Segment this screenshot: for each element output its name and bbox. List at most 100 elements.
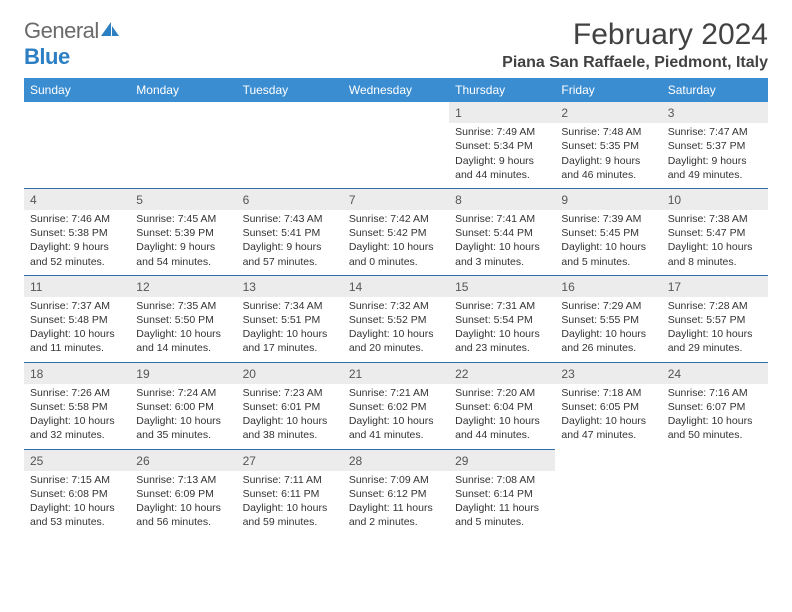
day-details: Sunrise: 7:16 AMSunset: 6:07 PMDaylight:… <box>662 384 768 449</box>
sunrise-line: Sunrise: 7:35 AM <box>136 300 216 312</box>
sunrise-line: Sunrise: 7:38 AM <box>668 213 748 225</box>
day-number: 5 <box>130 189 236 210</box>
day-number: 18 <box>24 363 130 384</box>
calendar-day-cell: 27Sunrise: 7:11 AMSunset: 6:11 PMDayligh… <box>237 449 343 535</box>
day-details: Sunrise: 7:47 AMSunset: 5:37 PMDaylight:… <box>662 123 768 188</box>
daylight-line: Daylight: 9 hours and 49 minutes. <box>668 155 747 181</box>
title-block: February 2024 Piana San Raffaele, Piedmo… <box>502 18 768 72</box>
sunrise-line: Sunrise: 7:24 AM <box>136 387 216 399</box>
sunrise-line: Sunrise: 7:49 AM <box>455 126 535 138</box>
day-number: 16 <box>555 276 661 297</box>
day-number: 11 <box>24 276 130 297</box>
calendar-day-cell: 23Sunrise: 7:18 AMSunset: 6:05 PMDayligh… <box>555 362 661 449</box>
daylight-line: Daylight: 10 hours and 23 minutes. <box>455 328 540 354</box>
weekday-header: Monday <box>130 78 236 102</box>
daylight-line: Daylight: 10 hours and 29 minutes. <box>668 328 753 354</box>
weekday-header: Friday <box>555 78 661 102</box>
calendar-day-cell <box>662 449 768 535</box>
day-details: Sunrise: 7:08 AM Sunset: 6:14 PM Daylight:… <box>449 471 555 536</box>
daylight-line: Daylight: 11 hours and 5 minutes. <box>455 502 539 528</box>
brand-part2: Blue <box>24 44 70 69</box>
sunset-line: Sunset: 5:58 PM <box>30 401 108 413</box>
day-number: 2 <box>555 102 661 123</box>
sunset-line: Sunset: 6:14 PM <box>455 488 533 500</box>
sunrise-line: Sunrise: 7:41 AM <box>455 213 535 225</box>
sunset-line: Sunset: 6:12 PM <box>349 488 427 500</box>
sunrise-line: Sunrise: 7:47 AM <box>668 126 748 138</box>
day-number: 7 <box>343 189 449 210</box>
day-details: Sunrise: 7:28 AMSunset: 5:57 PMDaylight:… <box>662 297 768 362</box>
day-number: 12 <box>130 276 236 297</box>
sunset-line: Sunset: 5:50 PM <box>136 314 214 326</box>
calendar-week-row: 1Sunrise: 7:49 AMSunset: 5:34 PMDaylight… <box>24 102 768 188</box>
day-details: Sunrise: 7:41 AMSunset: 5:44 PMDaylight:… <box>449 210 555 275</box>
sunset-line: Sunset: 5:57 PM <box>668 314 746 326</box>
sunrise-line: Sunrise: 7:45 AM <box>136 213 216 225</box>
daylight-line: Daylight: 9 hours and 46 minutes. <box>561 155 640 181</box>
weekday-header: Sunday <box>24 78 130 102</box>
day-details: Sunrise: 7:46 AMSunset: 5:38 PMDaylight:… <box>24 210 130 275</box>
calendar-week-row: 18Sunrise: 7:26 AMSunset: 5:58 PMDayligh… <box>24 362 768 449</box>
calendar-day-cell: 16Sunrise: 7:29 AMSunset: 5:55 PMDayligh… <box>555 275 661 362</box>
daylight-line: Daylight: 10 hours and 17 minutes. <box>243 328 328 354</box>
calendar-day-cell: 22Sunrise: 7:20 AMSunset: 6:04 PMDayligh… <box>449 362 555 449</box>
calendar-day-cell: 6Sunrise: 7:43 AMSunset: 5:41 PMDaylight… <box>237 188 343 275</box>
sunset-line: Sunset: 5:38 PM <box>30 227 108 239</box>
day-number: 6 <box>237 189 343 210</box>
calendar-day-cell: 7Sunrise: 7:42 AMSunset: 5:42 PMDaylight… <box>343 188 449 275</box>
day-number: 1 <box>449 102 555 123</box>
sunrise-line: Sunrise: 7:20 AM <box>455 387 535 399</box>
calendar-day-cell: 26Sunrise: 7:13 AMSunset: 6:09 PMDayligh… <box>130 449 236 535</box>
day-number: 24 <box>662 363 768 384</box>
sunset-line: Sunset: 5:45 PM <box>561 227 639 239</box>
sunset-line: Sunset: 6:05 PM <box>561 401 639 413</box>
brand-part1: General <box>24 18 99 43</box>
day-details: Sunrise: 7:24 AM Sunset: 6:00 PM Daylight:… <box>130 384 236 449</box>
sunrise-line: Sunrise: 7:46 AM <box>30 213 110 225</box>
calendar-day-cell: 18Sunrise: 7:26 AMSunset: 5:58 PMDayligh… <box>24 362 130 449</box>
sunrise-line: Sunrise: 7:08 AM <box>455 474 535 486</box>
day-number: 23 <box>555 363 661 384</box>
day-details: Sunrise: 7:26 AMSunset: 5:58 PMDaylight:… <box>24 384 130 449</box>
sunset-line: Sunset: 5:42 PM <box>349 227 427 239</box>
calendar-day-cell <box>130 102 236 188</box>
sunrise-line: Sunrise: 7:42 AM <box>349 213 429 225</box>
day-number: 19 <box>130 363 236 384</box>
day-number: 15 <box>449 276 555 297</box>
day-number: 21 <box>343 363 449 384</box>
day-number: 4 <box>24 189 130 210</box>
day-number: 14 <box>343 276 449 297</box>
calendar-day-cell: 20Sunrise: 7:23 AMSunset: 6:01 PMDayligh… <box>237 362 343 449</box>
calendar-week-row: 25Sunrise: 7:15 AMSunset: 6:08 PMDayligh… <box>24 449 768 535</box>
sunset-line: Sunset: 6:00 PM <box>136 401 214 413</box>
daylight-line: Daylight: 10 hours and 5 minutes. <box>561 241 646 267</box>
page-header: GeneralBlue February 2024 Piana San Raff… <box>24 18 768 72</box>
day-details: Sunrise: 7:11 AMSunset: 6:11 PMDaylight:… <box>237 471 343 536</box>
daylight-line: Daylight: 10 hours and 3 minutes. <box>455 241 540 267</box>
sunset-line: Sunset: 6:09 PM <box>136 488 214 500</box>
daylight-line: Daylight: 10 hours and 35 minutes. <box>136 415 221 441</box>
sunrise-line: Sunrise: 7:21 AM <box>349 387 429 399</box>
sunrise-line: Sunrise: 7:43 AM <box>243 213 323 225</box>
calendar-day-cell: 8Sunrise: 7:41 AMSunset: 5:44 PMDaylight… <box>449 188 555 275</box>
daylight-line: Daylight: 10 hours and 50 minutes. <box>668 415 753 441</box>
daylight-line: Daylight: 10 hours and 14 minutes. <box>136 328 221 354</box>
calendar-day-cell <box>555 449 661 535</box>
daylight-line: Daylight: 10 hours and 44 minutes. <box>455 415 540 441</box>
sail-icon <box>99 20 121 38</box>
calendar-day-cell <box>343 102 449 188</box>
daylight-line: Daylight: 10 hours and 59 minutes. <box>243 502 328 528</box>
day-details: Sunrise: 7:35 AM Sunset: 5:50 PM Daylight:… <box>130 297 236 362</box>
sunrise-line: Sunrise: 7:34 AM <box>243 300 323 312</box>
calendar-day-cell: 11Sunrise: 7:37 AMSunset: 5:48 PMDayligh… <box>24 275 130 362</box>
day-details: Sunrise: 7:39 AMSunset: 5:45 PMDaylight:… <box>555 210 661 275</box>
day-details: Sunrise: 7:21 AMSunset: 6:02 PMDaylight:… <box>343 384 449 449</box>
sunrise-line: Sunrise: 7:11 AM <box>243 474 322 486</box>
sunset-line: Sunset: 5:35 PM <box>561 140 639 152</box>
sunset-line: Sunset: 5:48 PM <box>30 314 108 326</box>
calendar-day-cell: 12 Sunrise: 7:35 AM Sunset: 5:50 PM Dayligh… <box>130 275 236 362</box>
calendar-day-cell: 5Sunrise: 7:45 AMSunset: 5:39 PMDaylight… <box>130 188 236 275</box>
daylight-line: Daylight: 10 hours and 53 minutes. <box>30 502 115 528</box>
sunrise-line: Sunrise: 7:09 AM <box>349 474 429 486</box>
calendar-day-cell: 10Sunrise: 7:38 AMSunset: 5:47 PMDayligh… <box>662 188 768 275</box>
